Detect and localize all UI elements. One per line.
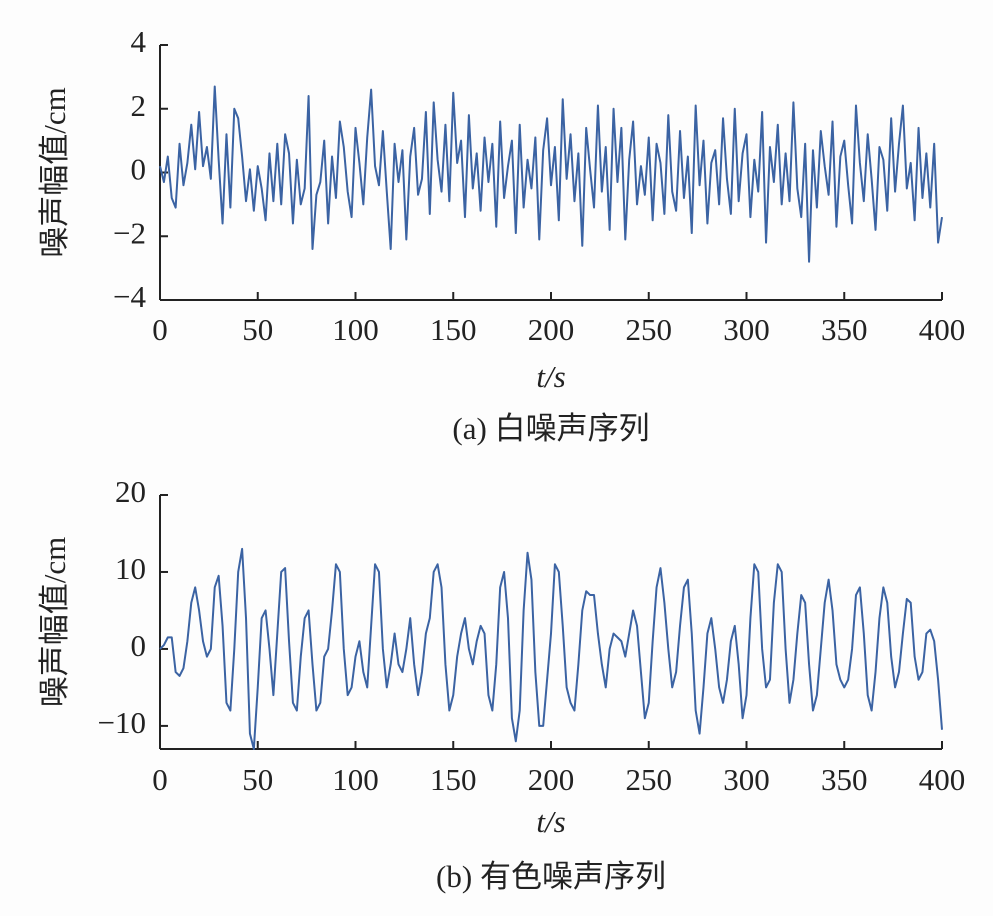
- x-tick-label: 300: [723, 312, 770, 347]
- chart-title: (b) 有色噪声序列: [436, 859, 666, 894]
- x-tick-label: 200: [528, 312, 575, 347]
- y-tick-label: 0: [131, 152, 147, 187]
- y-tick-label: −2: [113, 215, 146, 250]
- x-tick-label: 100: [332, 312, 379, 347]
- x-tick-label: 0: [152, 762, 168, 797]
- y-tick-label: 20: [115, 474, 146, 509]
- y-tick-label: −10: [98, 705, 146, 740]
- x-tick-label: 350: [821, 312, 868, 347]
- x-tick-label: 100: [332, 762, 379, 797]
- x-tick-label: 50: [242, 312, 273, 347]
- y-axis-label: 噪声幅值/cm: [37, 87, 72, 258]
- chart-title: (a) 白噪声序列: [452, 411, 649, 446]
- x-tick-label: 200: [528, 762, 575, 797]
- x-tick-label: 250: [626, 762, 673, 797]
- x-tick-label: 50: [242, 762, 273, 797]
- y-tick-label: 0: [131, 628, 147, 663]
- y-tick-label: −4: [113, 279, 146, 314]
- x-axis-label: t/s: [536, 359, 565, 394]
- x-tick-label: 350: [821, 762, 868, 797]
- x-tick-label: 150: [430, 312, 477, 347]
- y-tick-label: 10: [115, 551, 146, 586]
- x-tick-label: 0: [152, 312, 168, 347]
- x-axis-label: t/s: [536, 804, 565, 839]
- x-tick-label: 400: [919, 312, 966, 347]
- y-axis-label: 噪声幅值/cm: [37, 537, 72, 708]
- x-tick-label: 150: [430, 762, 477, 797]
- line-series: [159, 85, 943, 263]
- x-tick-label: 400: [919, 762, 966, 797]
- x-tick-label: 300: [723, 762, 770, 797]
- y-tick-label: 2: [131, 88, 147, 123]
- y-tick-label: 4: [131, 24, 147, 59]
- line-series: [159, 547, 943, 750]
- x-tick-label: 250: [626, 312, 673, 347]
